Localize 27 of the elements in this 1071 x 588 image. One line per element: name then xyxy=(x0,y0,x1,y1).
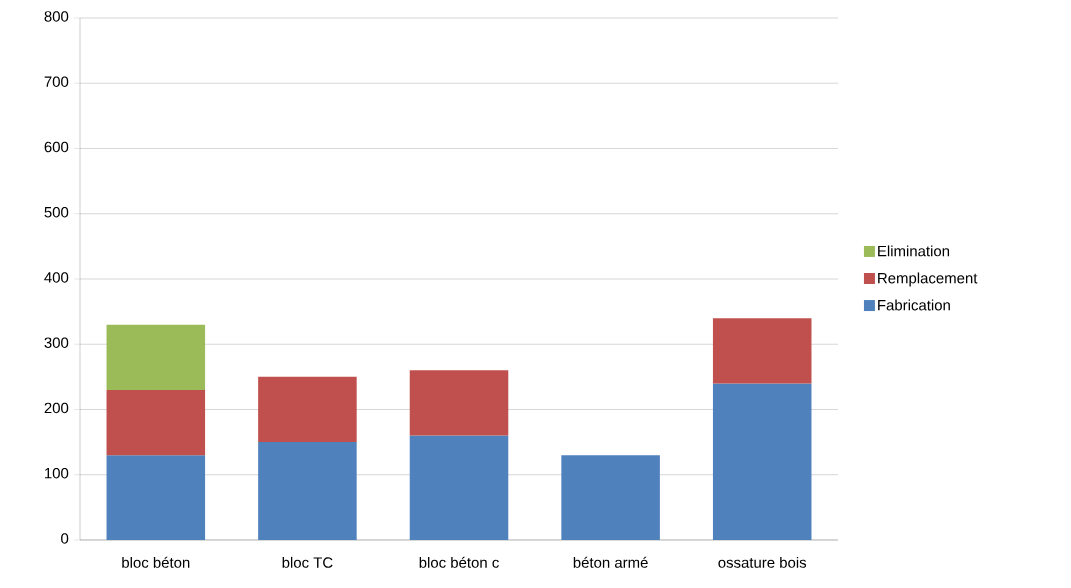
y-tick-label: 100 xyxy=(45,467,69,479)
x-tick-label: béton armé xyxy=(573,556,648,568)
y-tick-label: 0 xyxy=(61,533,69,544)
bar xyxy=(561,455,660,540)
bar xyxy=(106,455,206,540)
y-tick-label: 700 xyxy=(44,76,69,87)
x-tick-label: bloc TC xyxy=(282,556,333,568)
y-tick-label: 500 xyxy=(44,206,69,218)
x-tick-label: bloc béton xyxy=(122,556,190,568)
bar xyxy=(712,383,812,540)
y-tick-label: 200 xyxy=(44,402,69,414)
bar xyxy=(409,435,509,540)
legend-label: Elimination xyxy=(878,245,950,257)
bar xyxy=(258,442,357,540)
y-tick-label: 600 xyxy=(44,141,69,153)
bar xyxy=(106,324,206,390)
bar xyxy=(106,389,206,456)
bar xyxy=(258,376,357,443)
bar xyxy=(409,370,509,436)
x-tick-label: bloc béton c xyxy=(419,556,499,568)
y-tick-label: 300 xyxy=(44,337,69,348)
y-tick-label: 800 xyxy=(44,11,69,22)
legend-label: Remplacement xyxy=(878,272,978,287)
y-tick-label: 400 xyxy=(44,272,69,283)
x-tick-label: ossature bois xyxy=(718,556,807,568)
legend-label: Fabrication xyxy=(878,299,950,311)
bar xyxy=(712,318,812,384)
